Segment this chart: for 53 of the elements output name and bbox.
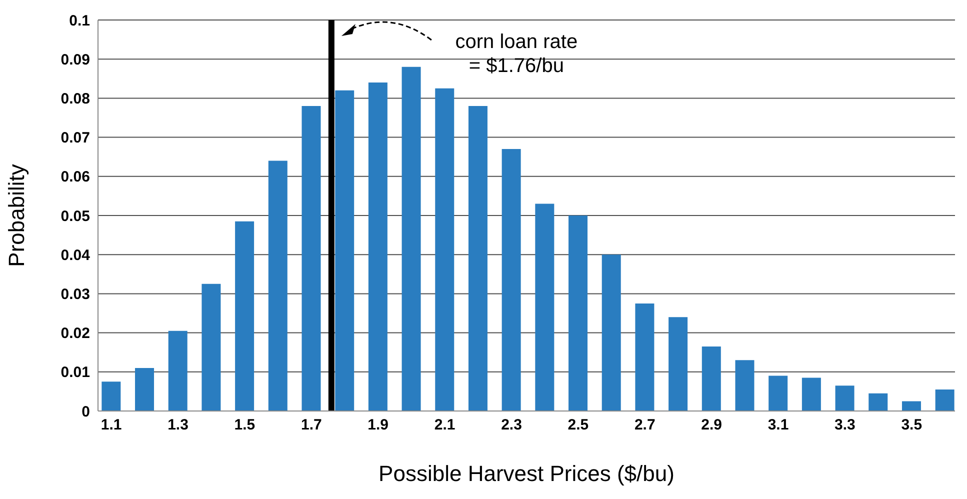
bar: [235, 221, 254, 411]
y-tick-label: 0.07: [60, 130, 90, 147]
x-tick-label: 3.3: [834, 416, 856, 434]
x-tick-label: 2.1: [434, 416, 456, 434]
y-tick-label: 0.04: [60, 246, 91, 264]
x-tick-label: 2.3: [501, 416, 522, 434]
x-tick-label: 3.5: [901, 416, 922, 434]
y-axis-title: Probability: [4, 164, 29, 267]
bar: [802, 378, 821, 411]
bar: [168, 330, 188, 411]
bar: [702, 346, 721, 411]
y-tick-label: 0: [82, 403, 90, 420]
bar: [135, 368, 154, 411]
x-tick-label: 2.7: [634, 416, 656, 434]
bar: [302, 106, 321, 411]
bar: [868, 393, 888, 411]
bar: [535, 204, 554, 411]
x-tick-label: 2.9: [701, 416, 722, 434]
x-tick-label: 3.1: [768, 416, 789, 434]
bar: [635, 303, 654, 411]
bar: [435, 88, 454, 411]
bar: [468, 106, 488, 411]
y-tick-label: 0.05: [60, 208, 90, 225]
bar: [368, 82, 388, 411]
x-axis-title: Possible Harvest Prices ($/bu): [378, 461, 674, 486]
bar: [502, 149, 521, 411]
bar: [835, 386, 854, 411]
y-tick-label: 0.09: [60, 51, 90, 68]
bar: [935, 389, 954, 411]
bar: [902, 401, 921, 411]
bar: [568, 216, 588, 411]
y-tick-label: 0.06: [60, 168, 90, 186]
ref-line-label: corn loan rate = $1.76/bu: [455, 31, 578, 77]
x-tick-label: 1.7: [300, 416, 322, 434]
x-tick-label: 1.5: [234, 416, 256, 434]
x-tick-label: 1.1: [100, 416, 122, 434]
bar: [335, 90, 354, 411]
bar: [402, 66, 421, 411]
x-tick-label: 2.5: [568, 416, 589, 434]
y-tick-label: 0.02: [60, 325, 90, 342]
bar: [668, 317, 688, 411]
bar: [268, 160, 288, 411]
x-tick-label: 1.9: [368, 416, 389, 434]
bar: [735, 360, 754, 411]
y-tick-label: 0.03: [60, 286, 90, 304]
x-tick-label: 1.3: [168, 416, 188, 434]
y-tick-label: 0.1: [69, 12, 90, 30]
bar: [768, 376, 788, 411]
y-tick-label: 0.08: [60, 90, 90, 108]
bar: [602, 254, 621, 411]
y-tick-label: 0.01: [60, 364, 90, 382]
bar: [102, 382, 121, 411]
bar: [202, 284, 221, 411]
